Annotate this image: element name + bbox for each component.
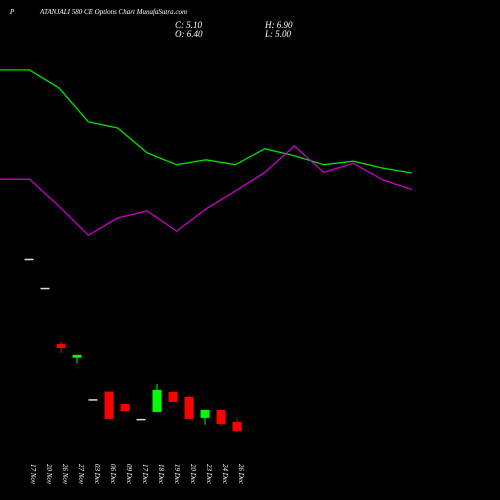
x-tick-label: 23 Dec bbox=[205, 464, 213, 485]
candle-body bbox=[120, 404, 130, 411]
line bbox=[0, 145, 413, 237]
x-tick-label: 03 Dec bbox=[93, 464, 101, 485]
candle-body bbox=[152, 389, 162, 412]
x-tick-label: 19 Dec bbox=[173, 464, 181, 485]
x-tick-label: 06 Dec bbox=[109, 464, 117, 485]
candle-body bbox=[24, 258, 34, 261]
x-tick-label: 26 Nov bbox=[61, 464, 69, 485]
candle-body bbox=[88, 399, 98, 401]
candle-body bbox=[184, 396, 194, 419]
candle-body bbox=[56, 343, 66, 348]
x-tick-label: 20 Nov bbox=[45, 464, 53, 485]
close-label: C: 5.10 bbox=[175, 20, 203, 30]
candle-body bbox=[136, 418, 146, 421]
high-label: H: 6.90 bbox=[264, 20, 293, 30]
candle-body bbox=[168, 391, 178, 402]
candle-body bbox=[104, 391, 114, 419]
low-label: L: 5.00 bbox=[264, 29, 292, 39]
candle-body bbox=[216, 409, 226, 425]
line bbox=[0, 69, 413, 174]
candle-body bbox=[232, 422, 242, 432]
candle-body bbox=[200, 409, 210, 418]
chart-title: ATANJALI 580 CE Options Chart MunafaSutr… bbox=[39, 8, 187, 16]
candle-body bbox=[40, 287, 50, 290]
x-tick-label: 09 Dec bbox=[125, 464, 133, 485]
x-tick-label: 18 Dec bbox=[157, 464, 165, 485]
x-tick-label: 24 Dec bbox=[221, 464, 229, 485]
chart-title-initial: P bbox=[9, 8, 15, 16]
candle-body bbox=[72, 354, 82, 358]
open-label: O: 6.40 bbox=[175, 29, 203, 39]
x-tick-label: 20 Dec bbox=[189, 464, 197, 485]
x-tick-label: 26 Dec bbox=[237, 464, 245, 485]
x-tick-label: 17 Dec bbox=[141, 464, 149, 485]
x-tick-label: 17 Nov bbox=[29, 464, 37, 485]
x-tick-label: 27 Nov bbox=[77, 464, 85, 485]
